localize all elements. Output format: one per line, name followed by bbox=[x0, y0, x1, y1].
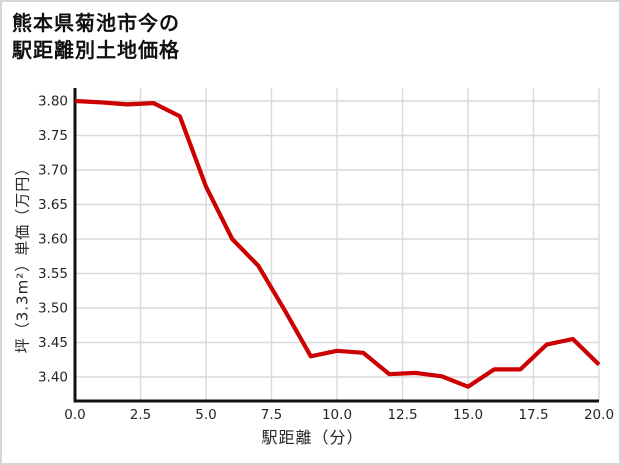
y-tick-label: 3.40 bbox=[38, 370, 68, 386]
price-line-series bbox=[74, 98, 601, 389]
x-tick-label: 0.0 bbox=[64, 407, 85, 423]
y-tick-label: 3.75 bbox=[38, 128, 68, 144]
y-tick-label: 3.70 bbox=[38, 163, 68, 179]
x-tick-label: 10.0 bbox=[322, 407, 352, 423]
x-axis-title: 駅距離（分） bbox=[261, 428, 364, 447]
y-tick-label: 3.65 bbox=[38, 197, 68, 213]
x-tick-label: 2.5 bbox=[130, 407, 151, 423]
x-tick-label: 7.5 bbox=[261, 407, 282, 423]
x-tick-label: 5.0 bbox=[195, 407, 216, 423]
y-tick-label: 3.55 bbox=[38, 266, 68, 282]
y-tick-label: 3.60 bbox=[38, 232, 68, 248]
x-tick-label: 12.5 bbox=[387, 407, 417, 423]
x-tick-label: 15.0 bbox=[453, 407, 483, 423]
y-axis-title: 坪（3.3m²）単価（万円） bbox=[13, 159, 32, 354]
y-tick-label: 3.45 bbox=[38, 335, 68, 351]
x-tick-label: 20.0 bbox=[584, 407, 614, 423]
x-tick-label: 17.5 bbox=[518, 407, 548, 423]
chart-title: 熊本県菊池市今の 駅距離別土地価格 bbox=[12, 10, 180, 64]
chart-title-line2: 駅距離別土地価格 bbox=[12, 38, 180, 62]
chart-title-line1: 熊本県菊池市今の bbox=[12, 11, 180, 35]
y-tick-label: 3.80 bbox=[38, 94, 68, 110]
y-tick-label: 3.50 bbox=[38, 301, 68, 317]
